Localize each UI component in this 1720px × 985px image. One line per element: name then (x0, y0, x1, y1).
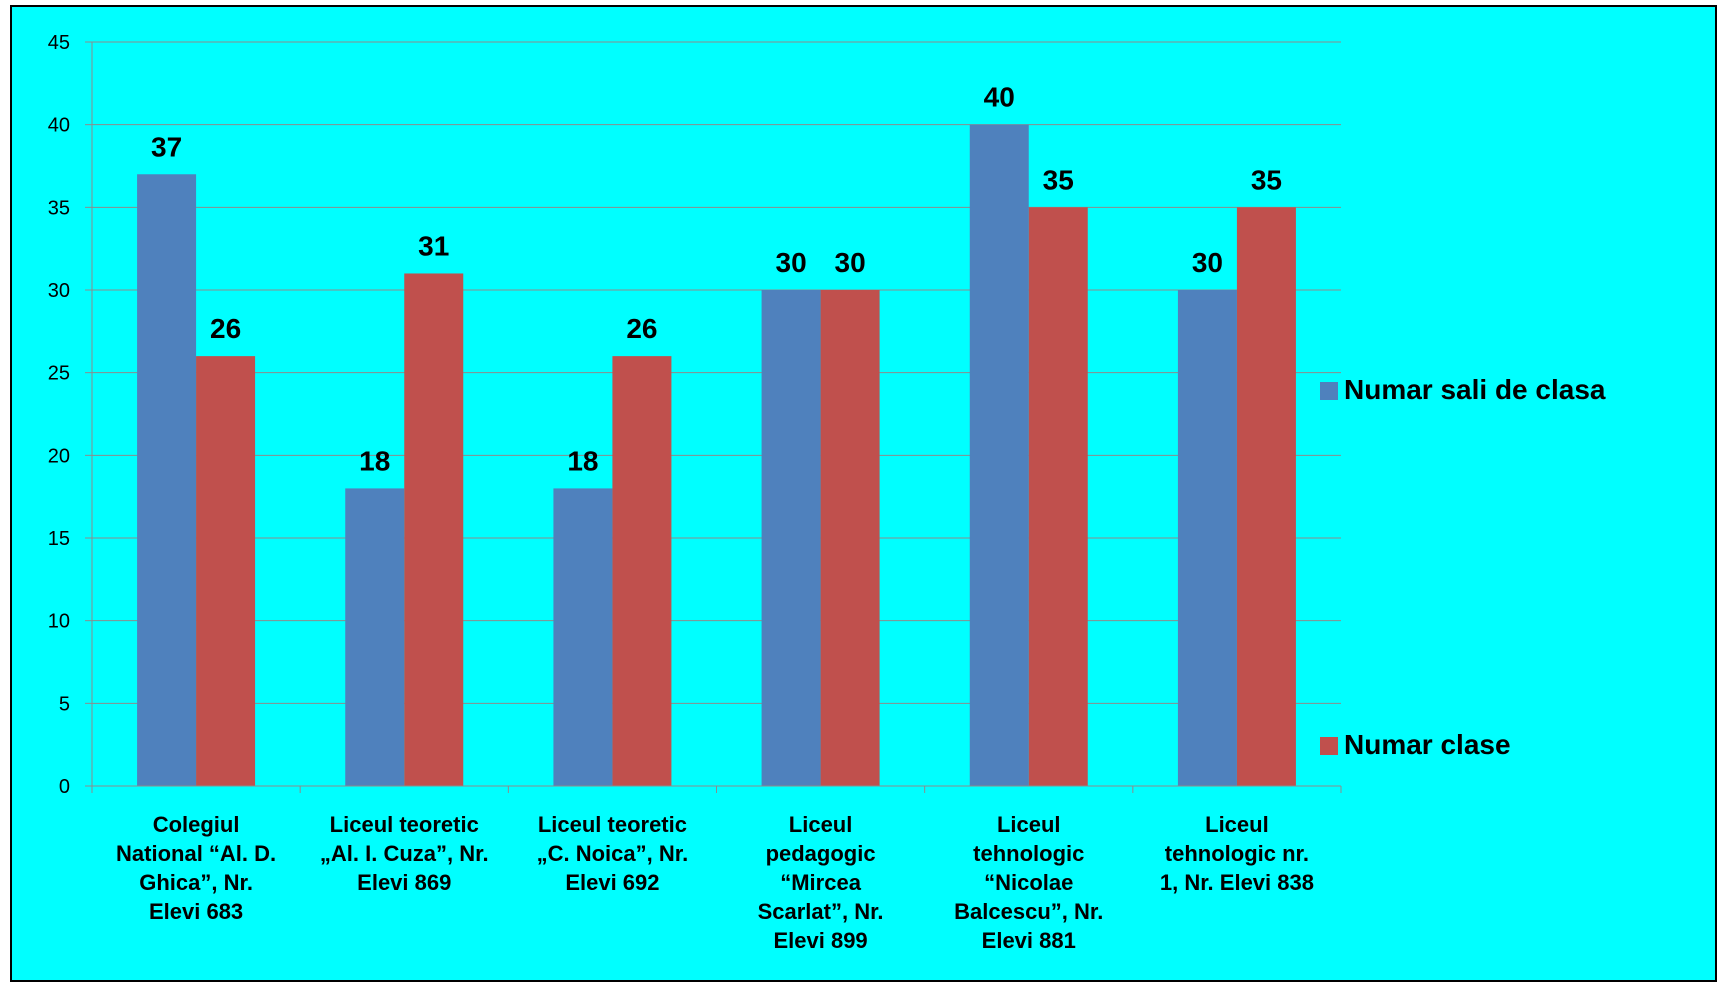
data-label: 26 (210, 313, 241, 344)
data-label: 35 (1251, 164, 1282, 195)
data-label: 30 (1192, 247, 1223, 278)
legend-swatch-sali (1320, 382, 1338, 400)
x-category-label: Liceul (997, 812, 1061, 837)
y-tick-label: 15 (48, 528, 70, 550)
y-tick-label: 25 (48, 363, 70, 385)
x-category-label: Liceul (1205, 812, 1269, 837)
y-tick-label: 35 (48, 197, 70, 219)
x-category-label: tehnologic nr. (1165, 841, 1309, 866)
x-category-label: Liceul (789, 812, 853, 837)
x-category-label: Balcescu”, Nr. (954, 899, 1103, 924)
x-category-label: „C. Noica”, Nr. (537, 841, 689, 866)
bar-sali-5 (1177, 290, 1237, 786)
data-label: 37 (151, 131, 182, 162)
y-tick-label: 40 (48, 115, 70, 137)
x-category-label: Elevi 881 (982, 928, 1076, 953)
x-category-label: Colegiul (153, 812, 240, 837)
y-tick-label: 30 (48, 280, 70, 302)
x-category-label: Elevi 683 (149, 899, 243, 924)
data-label: 30 (776, 247, 807, 278)
x-category-label: Ghica”, Nr. (139, 870, 253, 895)
bar-clase-1 (404, 273, 464, 786)
x-category-label: tehnologic (973, 841, 1084, 866)
legend-label: Numar sali de clasa (1344, 374, 1606, 405)
data-label: 40 (984, 82, 1015, 113)
data-label: 18 (359, 445, 390, 476)
x-category-label: 1, Nr. Elevi 838 (1160, 870, 1314, 895)
x-category-label: Elevi 899 (773, 928, 867, 953)
y-tick-label: 10 (48, 611, 70, 633)
x-category-label: National “Al. D. (116, 841, 276, 866)
bar-clase-0 (196, 356, 256, 786)
bar-clase-3 (820, 290, 880, 786)
bar-clase-2 (612, 356, 672, 786)
bar-clase-5 (1236, 207, 1296, 787)
data-label: 35 (1043, 164, 1074, 195)
x-category-label: “Nicolae (984, 870, 1073, 895)
x-category-label: Elevi 692 (565, 870, 659, 895)
data-label: 18 (567, 445, 598, 476)
bar-sali-2 (553, 488, 613, 786)
bar-sali-0 (137, 174, 197, 786)
bar-clase-4 (1028, 207, 1088, 787)
y-tick-label: 20 (48, 445, 70, 467)
x-category-label: Liceul teoretic (538, 812, 687, 837)
x-category-label: „Al. I. Cuza”, Nr. (320, 841, 489, 866)
legend-swatch-clase (1320, 737, 1338, 755)
x-category-label: Scarlat”, Nr. (758, 899, 884, 924)
data-label: 26 (626, 313, 657, 344)
x-category-label: “Mircea (780, 870, 861, 895)
bar-sali-3 (761, 290, 821, 786)
x-category-label: pedagogic (766, 841, 876, 866)
x-category-label: Liceul teoretic (330, 812, 479, 837)
bar-sali-4 (969, 124, 1029, 786)
data-label: 30 (835, 247, 866, 278)
y-tick-label: 5 (59, 693, 70, 715)
y-tick-label: 45 (48, 32, 70, 54)
y-tick-label: 0 (59, 776, 70, 798)
bar-sali-1 (345, 488, 405, 786)
x-category-label: Elevi 869 (357, 870, 451, 895)
legend-label: Numar clase (1344, 729, 1511, 760)
data-label: 31 (418, 230, 449, 261)
